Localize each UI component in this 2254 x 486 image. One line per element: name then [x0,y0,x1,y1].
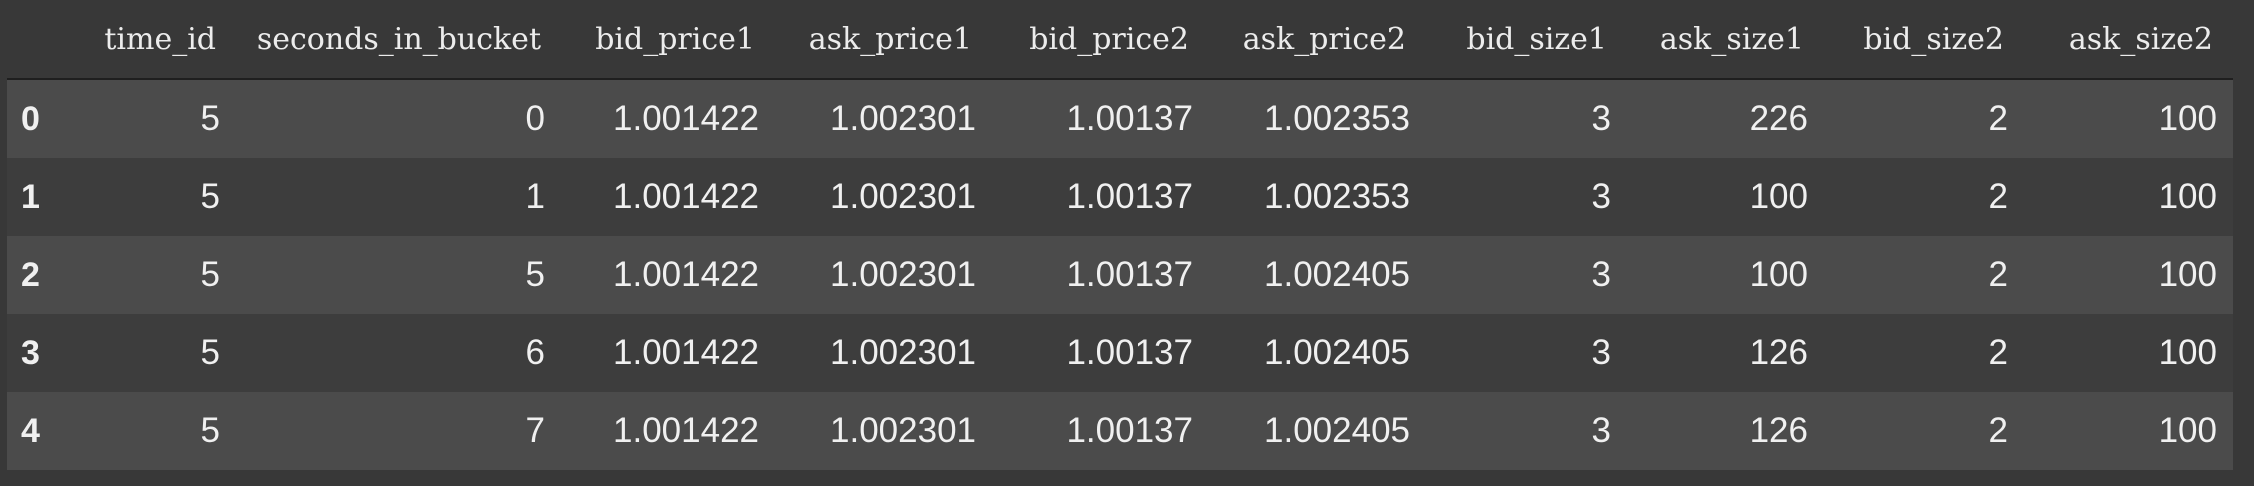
cell-time-id: 5 [200,177,220,216]
cell-ask-size1: 126 [1749,411,1808,450]
row-index: 4 [21,411,40,450]
cell-ask-price2: 1.002405 [1264,333,1410,372]
cell-bid-price1: 1.001422 [613,333,759,372]
cell-bid-size1: 3 [1591,333,1611,372]
column-header-ask-size1: ask_size1 [1627,0,1824,80]
cell-bid-size2: 2 [1988,411,2008,450]
column-header-bid-size2: bid_size2 [1824,0,2024,80]
row-index: 2 [21,255,40,294]
cell-time-id: 5 [200,255,220,294]
table-row: 1 5 1 1.001422 1.002301 1.00137 1.002353… [7,158,2233,236]
table-row: 0 5 0 1.001422 1.002301 1.00137 1.002353… [7,79,2233,158]
cell-bid-price2: 1.00137 [1066,255,1193,294]
cell-time-id: 5 [200,411,220,450]
cell-bid-price1: 1.001422 [613,99,759,138]
dataframe-table: time_id seconds_in_bucket bid_price1 ask… [7,0,2233,470]
cell-bid-size2: 2 [1988,177,2008,216]
table-header: time_id seconds_in_bucket bid_price1 ask… [7,0,2233,80]
cell-bid-size1: 3 [1591,411,1611,450]
cell-ask-price2: 1.002353 [1264,177,1410,216]
cell-ask-price2: 1.002405 [1264,255,1410,294]
cell-seconds-in-bucket: 5 [525,255,545,294]
table-body: 0 5 0 1.001422 1.002301 1.00137 1.002353… [7,79,2233,470]
row-index: 0 [21,99,40,138]
column-header-seconds-in-bucket: seconds_in_bucket [236,0,561,80]
cell-bid-size2: 2 [1988,333,2008,372]
cell-bid-size1: 3 [1591,255,1611,294]
cell-ask-price1: 1.002301 [830,411,976,450]
cell-bid-size2: 2 [1988,255,2008,294]
cell-seconds-in-bucket: 7 [525,411,545,450]
cell-ask-price1: 1.002301 [830,177,976,216]
cell-bid-size1: 3 [1591,177,1611,216]
header-row: time_id seconds_in_bucket bid_price1 ask… [7,0,2233,80]
cell-bid-price1: 1.001422 [613,177,759,216]
column-header-bid-price2: bid_price2 [992,0,1209,80]
cell-bid-price2: 1.00137 [1066,177,1193,216]
table-row: 4 5 7 1.001422 1.002301 1.00137 1.002405… [7,392,2233,470]
cell-ask-size1: 100 [1749,255,1808,294]
column-header-time-id: time_id [77,0,236,80]
cell-ask-price1: 1.002301 [830,333,976,372]
cell-bid-price1: 1.001422 [613,255,759,294]
cell-bid-price2: 1.00137 [1066,411,1193,450]
index-header [7,0,77,80]
cell-seconds-in-bucket: 1 [525,177,545,216]
row-index: 1 [21,177,40,216]
column-header-bid-size1: bid_size1 [1426,0,1627,80]
column-header-bid-price1: bid_price1 [561,0,775,80]
cell-ask-price2: 1.002405 [1264,411,1410,450]
cell-ask-size1: 226 [1749,99,1808,138]
cell-ask-size2: 100 [2158,333,2217,372]
cell-ask-size2: 100 [2158,177,2217,216]
column-header-ask-price2: ask_price2 [1209,0,1426,80]
cell-bid-price1: 1.001422 [613,411,759,450]
cell-ask-price2: 1.002353 [1264,99,1410,138]
cell-ask-size2: 100 [2158,99,2217,138]
table-row: 3 5 6 1.001422 1.002301 1.00137 1.002405… [7,314,2233,392]
cell-bid-price2: 1.00137 [1066,99,1193,138]
row-index: 3 [21,333,40,372]
column-header-ask-size2: ask_size2 [2024,0,2233,80]
cell-ask-size1: 100 [1749,177,1808,216]
cell-ask-size2: 100 [2158,411,2217,450]
table-row: 2 5 5 1.001422 1.002301 1.00137 1.002405… [7,236,2233,314]
cell-ask-price1: 1.002301 [830,255,976,294]
cell-time-id: 5 [200,99,220,138]
cell-time-id: 5 [200,333,220,372]
cell-seconds-in-bucket: 0 [525,99,545,138]
cell-seconds-in-bucket: 6 [525,333,545,372]
cell-ask-size1: 126 [1749,333,1808,372]
cell-bid-size1: 3 [1591,99,1611,138]
cell-bid-size2: 2 [1988,99,2008,138]
cell-ask-size2: 100 [2158,255,2217,294]
cell-bid-price2: 1.00137 [1066,333,1193,372]
cell-ask-price1: 1.002301 [830,99,976,138]
column-header-ask-price1: ask_price1 [775,0,992,80]
